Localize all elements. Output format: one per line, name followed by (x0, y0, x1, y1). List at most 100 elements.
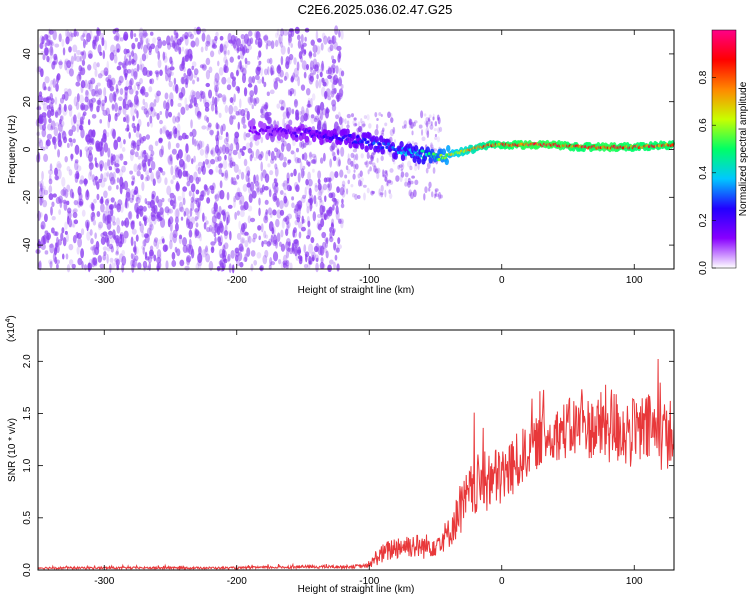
noise-speckle (40, 68, 44, 78)
noise-speckle (183, 72, 187, 79)
noise-speckle (403, 124, 407, 129)
noise-speckle (162, 244, 168, 253)
noise-speckle (114, 113, 118, 122)
noise-speckle (66, 264, 71, 273)
noise-speckle (199, 148, 205, 156)
noise-speckle (43, 33, 49, 41)
noise-speckle (107, 74, 112, 79)
noise-speckle (241, 238, 245, 244)
noise-speckle (142, 215, 148, 221)
noise-speckle (128, 88, 134, 95)
noise-speckle (317, 183, 322, 191)
noise-speckle (283, 30, 289, 36)
noise-speckle (92, 61, 98, 70)
noise-speckle (211, 215, 217, 224)
noise-speckle (115, 31, 120, 42)
noise-speckle (280, 106, 285, 111)
noise-speckle (428, 187, 431, 192)
noise-speckle (414, 162, 418, 167)
noise-speckle (264, 199, 269, 205)
noise-speckle (268, 149, 271, 157)
noise-speckle (48, 29, 54, 35)
noise-speckle (159, 207, 164, 216)
noise-speckle (155, 170, 161, 180)
noise-speckle (407, 180, 411, 188)
noise-speckle (68, 129, 74, 137)
noise-speckle (191, 65, 195, 71)
noise-speckle (258, 182, 261, 192)
noise-speckle (92, 39, 96, 50)
noise-speckle (244, 108, 249, 113)
noise-speckle (191, 158, 194, 165)
noise-speckle (181, 46, 185, 52)
noise-speckle (107, 147, 111, 158)
noise-speckle (359, 170, 363, 177)
noise-speckle (107, 185, 112, 191)
noise-speckle (108, 172, 114, 182)
noise-speckle (322, 152, 326, 162)
noise-speckle (264, 249, 269, 258)
noise-speckle (149, 115, 153, 124)
noise-speckle (64, 188, 69, 199)
noise-speckle (49, 40, 53, 45)
noise-speckle (331, 142, 336, 151)
noise-speckle (107, 113, 112, 123)
noise-speckle (407, 160, 412, 168)
noise-speckle (320, 212, 325, 218)
noise-speckle (223, 172, 229, 181)
noise-speckle (73, 53, 77, 62)
noise-speckle (110, 176, 116, 185)
noise-speckle (275, 77, 281, 82)
noise-speckle (221, 265, 225, 272)
noise-speckle (125, 127, 130, 132)
noise-speckle (113, 35, 119, 41)
noise-speckle (46, 133, 52, 140)
noise-speckle (325, 209, 329, 217)
noise-speckle (245, 142, 251, 151)
noise-speckle (80, 34, 84, 42)
noise-speckle (297, 76, 301, 87)
noise-speckle (280, 142, 285, 153)
ridge-cell (367, 132, 372, 140)
noise-speckle (206, 197, 211, 204)
noise-speckle (122, 98, 126, 109)
noise-speckle (157, 50, 161, 60)
noise-speckle (340, 203, 345, 209)
noise-speckle (437, 127, 441, 134)
ridge-cell (334, 134, 338, 138)
noise-speckle (169, 239, 173, 250)
noise-speckle (169, 199, 174, 206)
colorbar-gradient (711, 29, 737, 269)
noise-speckle (72, 44, 78, 53)
noise-speckle (253, 98, 257, 107)
noise-speckle (133, 84, 137, 92)
ridge-cell (374, 136, 380, 144)
noise-speckle (253, 259, 258, 266)
noise-speckle (303, 71, 307, 79)
noise-speckle (44, 76, 50, 84)
noise-speckle (149, 70, 153, 76)
noise-speckle (323, 177, 328, 183)
noise-speckle (37, 119, 43, 124)
noise-speckle (142, 239, 147, 247)
noise-speckle (63, 201, 68, 211)
noise-speckle (149, 102, 155, 112)
noise-speckle (108, 230, 113, 240)
noise-speckle (88, 79, 93, 85)
noise-speckle (216, 130, 220, 137)
noise-speckle (140, 210, 144, 216)
noise-speckle (303, 263, 309, 269)
noise-speckle (92, 219, 97, 226)
snr-y-axis-label: SNR (10 * v/v) (7, 418, 18, 482)
noise-speckle (373, 165, 377, 173)
noise-speckle (95, 89, 100, 98)
noise-speckle (296, 246, 302, 256)
noise-speckle (432, 116, 435, 121)
noise-speckle (103, 142, 109, 153)
noise-speckle (221, 210, 226, 216)
noise-speckle (409, 124, 413, 129)
noise-speckle (323, 120, 327, 131)
noise-speckle (153, 204, 158, 214)
noise-speckle (193, 138, 197, 147)
